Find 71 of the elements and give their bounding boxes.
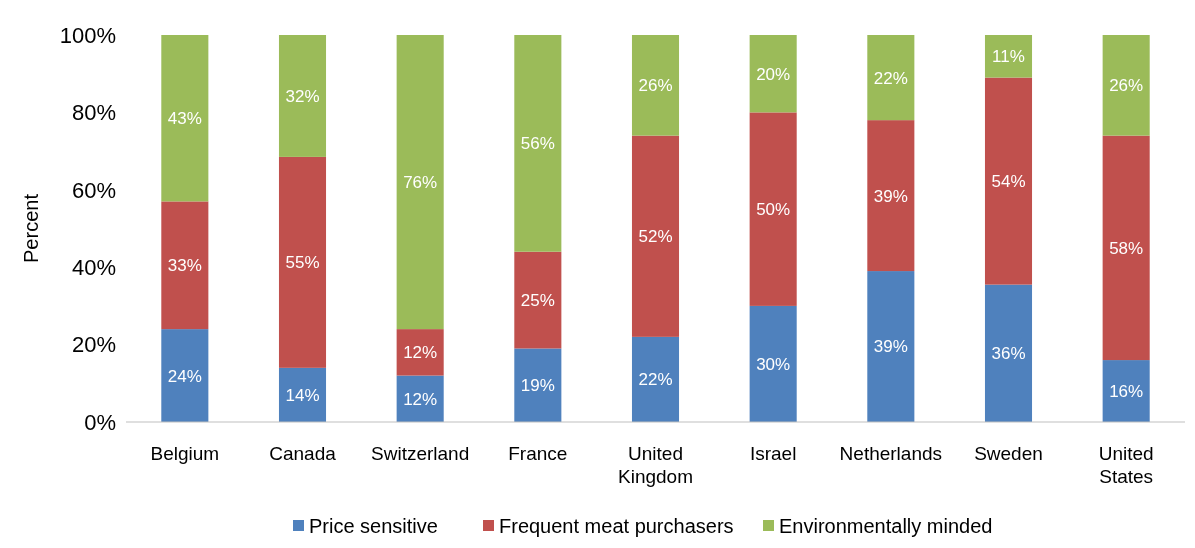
bar xyxy=(514,251,562,349)
data-label: 19% xyxy=(520,376,555,396)
x-tick-label: Netherlands xyxy=(839,443,943,464)
x-tick-label: France xyxy=(508,443,568,464)
bar xyxy=(984,35,1033,78)
data-label: 76% xyxy=(403,173,438,193)
y-tick-label: 40% xyxy=(71,254,116,280)
data-label: 26% xyxy=(638,76,673,96)
data-label: 30% xyxy=(756,354,791,374)
legend-label: Frequent meat purchasers xyxy=(499,515,734,537)
data-label: 58% xyxy=(1109,238,1144,258)
data-label: 43% xyxy=(167,109,202,129)
data-label: 20% xyxy=(756,64,791,84)
data-label: 33% xyxy=(167,256,202,276)
data-label: 11% xyxy=(992,47,1025,67)
data-label: 22% xyxy=(873,68,908,88)
x-tick-label: United Kingdom xyxy=(618,443,693,487)
bar xyxy=(161,35,209,202)
data-label: 16% xyxy=(1109,381,1144,401)
legend-label: Environmentally minded xyxy=(779,515,993,537)
x-tick-label: Switzerland xyxy=(371,443,470,464)
bar xyxy=(984,77,1033,285)
bar xyxy=(749,305,797,422)
x-tick-label: United States xyxy=(1098,443,1154,487)
bar xyxy=(514,348,562,422)
bar xyxy=(396,329,444,376)
bar xyxy=(631,35,680,136)
x-tick-label: Belgium xyxy=(150,443,220,464)
y-tick-label: 100% xyxy=(59,22,116,48)
bar xyxy=(278,35,327,157)
data-label: 50% xyxy=(756,200,791,220)
bar xyxy=(749,112,797,306)
x-tick-label: Israel xyxy=(749,443,797,464)
bar xyxy=(161,329,209,422)
y-tick-label: 0% xyxy=(84,409,116,435)
data-label: 36% xyxy=(991,344,1026,364)
data-label: 32% xyxy=(285,86,320,106)
data-label: 24% xyxy=(167,366,202,386)
y-tick-label: 20% xyxy=(71,332,116,358)
bar xyxy=(867,271,915,422)
bar xyxy=(161,201,209,330)
bar xyxy=(1102,35,1150,136)
data-label: 26% xyxy=(1109,76,1144,96)
bar xyxy=(514,35,562,252)
x-tick-label: Sweden xyxy=(974,443,1043,464)
bar xyxy=(631,336,680,422)
bar xyxy=(867,35,915,121)
bar xyxy=(984,284,1033,422)
data-label: 55% xyxy=(285,253,320,273)
data-label: 54% xyxy=(991,172,1026,192)
data-label: 22% xyxy=(638,370,673,390)
bar xyxy=(631,135,680,337)
bar xyxy=(1102,360,1150,422)
data-label: 25% xyxy=(520,291,555,311)
y-axis-title: Percent xyxy=(20,193,42,263)
bar xyxy=(396,35,444,330)
legend-label: Price sensitive xyxy=(309,515,438,537)
bar xyxy=(749,35,797,113)
data-label: 56% xyxy=(520,134,555,154)
x-tick-label: Canada xyxy=(269,443,337,464)
data-label: 14% xyxy=(285,385,320,405)
data-label: 39% xyxy=(873,186,908,206)
bar xyxy=(867,120,915,272)
data-label: 39% xyxy=(873,337,908,357)
y-tick-label: 80% xyxy=(71,100,116,126)
bar xyxy=(278,156,327,368)
data-label: 52% xyxy=(638,227,673,247)
y-tick-label: 60% xyxy=(71,177,116,203)
data-label: 12% xyxy=(403,389,438,409)
data-label: 12% xyxy=(403,343,438,363)
bar xyxy=(1102,135,1150,361)
